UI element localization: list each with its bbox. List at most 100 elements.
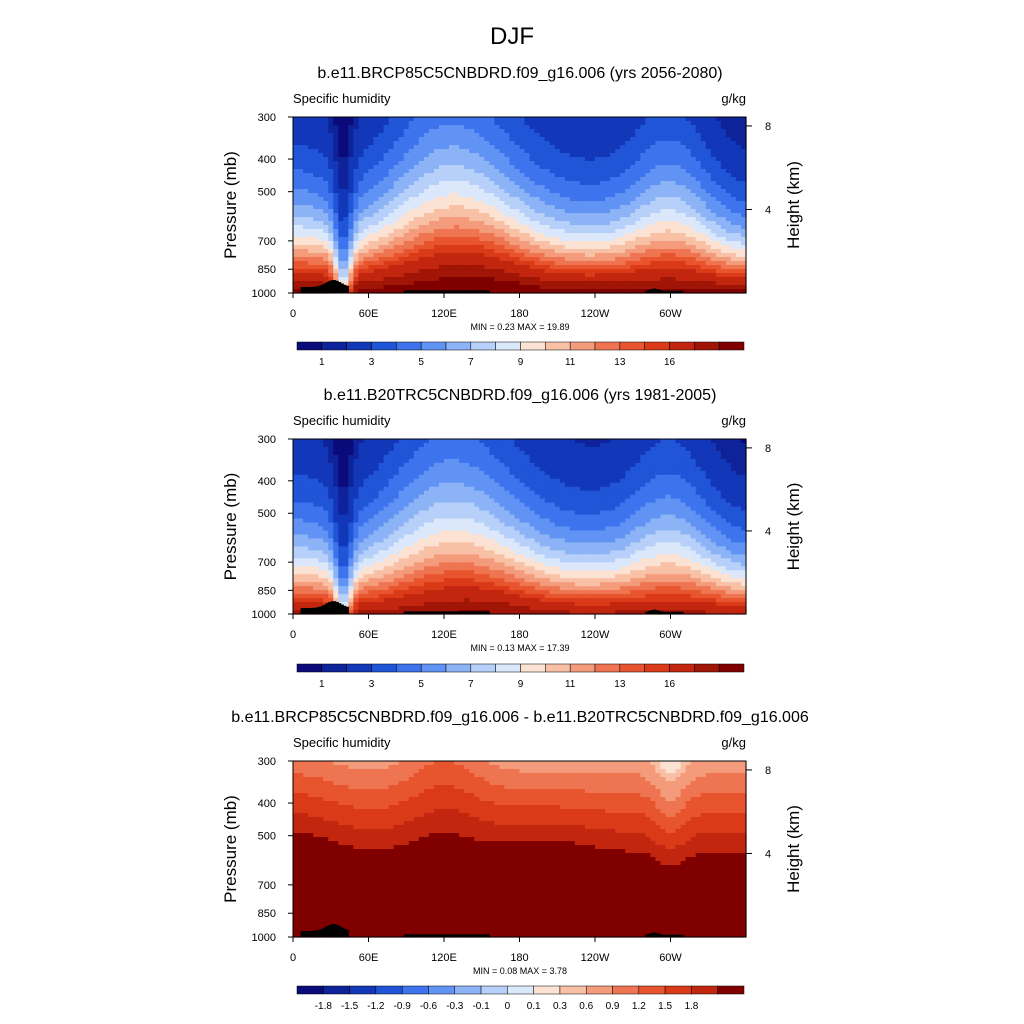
colorbar-box [569, 341, 596, 351]
contour-cell [615, 454, 621, 460]
contour-cell [600, 245, 606, 250]
contour-cell [625, 225, 631, 230]
contour-cell [539, 185, 546, 190]
contour-cell [293, 249, 299, 254]
contour-cell [645, 201, 651, 206]
contour-cell [630, 169, 636, 174]
contour-cell [388, 237, 395, 242]
contour-cell [368, 237, 375, 242]
contour-cell [650, 117, 656, 122]
contour-cell [544, 221, 551, 226]
contour-cell [373, 121, 380, 126]
contour-cell [564, 446, 571, 452]
contour-cell [328, 145, 334, 150]
contour-cell [479, 213, 485, 218]
contour-cell [665, 209, 672, 214]
contour-cell [484, 153, 490, 158]
contour-cell [318, 454, 324, 460]
contour-cell [705, 209, 712, 214]
contour-cell [378, 450, 385, 456]
contour-cell [413, 285, 420, 290]
contour-cell [705, 233, 712, 238]
contour-cell [489, 217, 495, 222]
contour-cell [559, 185, 566, 190]
contour-cell [564, 289, 571, 294]
contour-cell [418, 273, 425, 278]
contour-cell [444, 149, 450, 154]
contour-cell [524, 129, 531, 134]
contour-cell [605, 221, 611, 226]
contour-cell [388, 141, 395, 146]
contour-cell [413, 241, 420, 246]
contour-cell [348, 466, 354, 472]
contour-cell [685, 169, 692, 174]
contour-cell [705, 450, 712, 456]
contour-cell [735, 253, 742, 258]
contour-cell [383, 454, 390, 460]
contour-cell [313, 217, 319, 222]
contour-cell [519, 185, 526, 190]
contour-cell [504, 257, 511, 262]
contour-cell [735, 209, 742, 214]
contour-cell [589, 458, 596, 464]
contour-cell [579, 281, 586, 286]
contour-cell [569, 201, 576, 206]
contour-cell [428, 161, 435, 166]
contour-cell [600, 129, 606, 134]
contour-cell [610, 466, 616, 472]
contour-cell [398, 273, 405, 278]
terrain-cell [406, 290, 410, 293]
contour-cell [534, 273, 541, 278]
contour-cell [660, 125, 667, 130]
contour-cell [574, 117, 581, 122]
contour-cell [690, 446, 697, 452]
contour-cell [383, 169, 390, 174]
contour-cell [318, 149, 324, 154]
contour-cell [519, 161, 526, 166]
contour-cell [559, 281, 566, 286]
contour-cell [519, 217, 526, 222]
contour-cell [494, 462, 500, 468]
contour-cell [489, 462, 495, 468]
contour-cell [413, 474, 420, 480]
contour-cell [303, 209, 309, 214]
contour-cell [474, 137, 480, 142]
contour-cell [579, 213, 586, 218]
contour-cell [740, 181, 747, 186]
contour-cell [675, 169, 682, 174]
contour-cell [635, 265, 641, 270]
contour-cell [564, 141, 571, 146]
contour-cell [303, 201, 309, 206]
contour-cell [579, 125, 586, 130]
contour-cell [393, 265, 400, 270]
contour-cell [680, 265, 687, 270]
contour-cell [735, 133, 742, 138]
contour-cell [595, 185, 601, 190]
contour-cell [459, 121, 465, 126]
contour-cell [348, 446, 354, 452]
contour-cell [549, 289, 556, 294]
contour-cell [398, 450, 405, 456]
colorbar-box [644, 341, 670, 351]
contour-cell [373, 269, 380, 274]
contour-cell [680, 117, 687, 122]
contour-cell [368, 269, 375, 274]
contour-cell [423, 249, 430, 254]
contour-cell [469, 265, 475, 270]
contour-cell [428, 185, 435, 190]
contour-cell [469, 149, 475, 154]
contour-cell [544, 117, 551, 122]
contour-cell [454, 446, 460, 452]
contour-cell [464, 458, 470, 464]
contour-cell [514, 466, 521, 472]
contour-cell [298, 141, 304, 146]
contour-cell [378, 125, 385, 130]
contour-cell [595, 261, 601, 266]
contour-cell [519, 450, 526, 456]
contour-cell [313, 141, 319, 146]
contour-cell [564, 450, 571, 456]
contour-cell [499, 269, 505, 274]
contour-cell [393, 189, 400, 194]
contour-cell [529, 133, 536, 138]
contour-cell [544, 446, 551, 452]
